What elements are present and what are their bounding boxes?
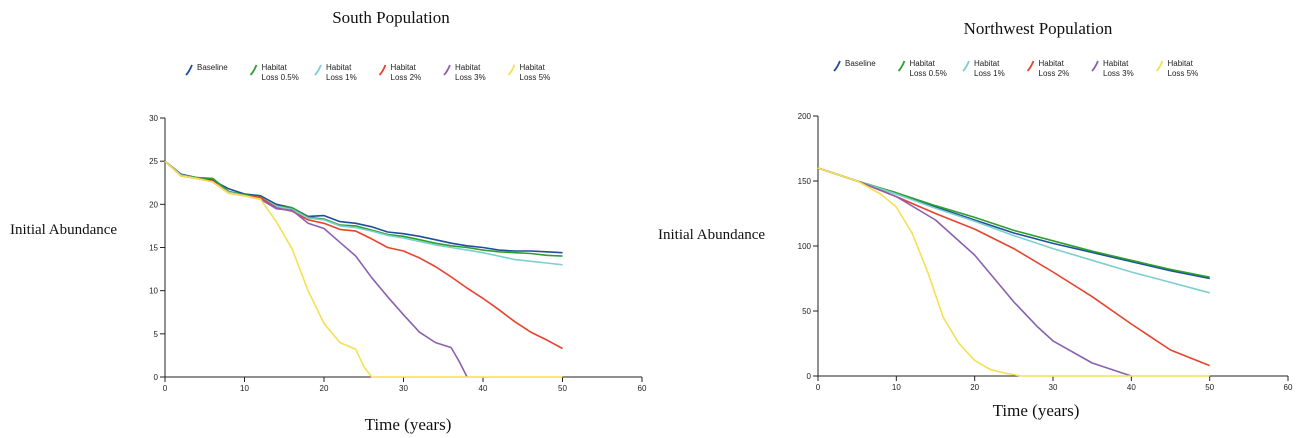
legend-label: Loss 2% (1039, 69, 1070, 78)
y-tick-label: 20 (149, 200, 158, 209)
legend-swatch (314, 64, 322, 76)
series-line-4 (164, 160, 563, 350)
y-axis-label: Initial Abundance (10, 222, 117, 238)
x-tick-label: 40 (1127, 383, 1136, 392)
x-tick-label: 60 (638, 384, 647, 393)
legend-swatch (185, 64, 193, 76)
y-axis-label: Initial Abundance (658, 227, 765, 243)
legend-swatch (378, 64, 387, 76)
legend-swatch (507, 64, 516, 76)
legend-swatch (897, 60, 906, 72)
x-axis-label: Time (years) (993, 401, 1080, 420)
legend-label: Habitat (1168, 59, 1194, 68)
series-line-5 (164, 160, 468, 378)
legend-label: Habitat (910, 59, 936, 68)
y-tick-label: 0 (807, 372, 812, 381)
y-tick-label: 100 (798, 242, 812, 251)
chart-panel-1: South Population Initial Abundance Time (y… (10, 8, 647, 434)
legend-label: Loss 3% (1103, 69, 1134, 78)
y-tick-label: 200 (798, 112, 812, 121)
x-tick-label: 0 (163, 384, 168, 393)
legend-label: Habitat (1103, 59, 1129, 68)
y-tick-label: 15 (149, 244, 158, 253)
legend-label: Loss 0.5% (910, 69, 947, 78)
legend-label: Habitat (391, 63, 417, 72)
x-tick-label: 10 (240, 384, 249, 393)
legend-label: Loss 1% (974, 69, 1005, 78)
x-tick-label: 60 (1284, 383, 1293, 392)
series-line-1 (164, 160, 563, 254)
series-line-3 (817, 167, 1210, 294)
x-tick-label: 20 (970, 383, 979, 392)
legend-label: Loss 0.5% (262, 73, 299, 82)
chart-panel-2: Northwest Population Initial Abundance Tim… (658, 19, 1293, 420)
series-line-1 (817, 167, 1210, 280)
x-axis-label: Time (years) (365, 415, 452, 434)
legend-swatch (1155, 60, 1164, 72)
series-line-2 (817, 167, 1210, 278)
x-tick-label: 50 (558, 384, 567, 393)
chart-title: Northwest Population (964, 19, 1113, 38)
legend-label: Baseline (197, 63, 228, 72)
legend-swatch (1026, 60, 1035, 72)
legend-label: Habitat (326, 63, 352, 72)
x-tick-label: 30 (399, 384, 408, 393)
y-tick-label: 30 (149, 114, 158, 123)
chart-title: South Population (332, 8, 450, 27)
legend-label: Habitat (520, 63, 546, 72)
legend-swatch (833, 60, 841, 72)
legend-label: Loss 5% (1168, 69, 1199, 78)
series-line-6 (164, 160, 563, 378)
legend-swatch (962, 60, 970, 72)
legend-label: Loss 3% (455, 73, 486, 82)
x-tick-label: 20 (320, 384, 329, 393)
y-tick-label: 50 (802, 307, 811, 316)
legend-swatch (443, 64, 451, 76)
series-line-3 (164, 160, 563, 266)
series-line-2 (164, 160, 563, 257)
series-line-5 (817, 167, 1132, 377)
y-tick-label: 150 (798, 177, 812, 186)
series-line-6 (817, 167, 1210, 377)
legend-label: Loss 5% (520, 73, 551, 82)
x-tick-label: 10 (892, 383, 901, 392)
legend-label: Habitat (1039, 59, 1065, 68)
legend-label: Baseline (845, 59, 876, 68)
y-tick-label: 25 (149, 157, 158, 166)
legend-label: Habitat (262, 63, 288, 72)
legend-label: Loss 2% (391, 73, 422, 82)
y-tick-label: 0 (154, 373, 159, 382)
x-tick-label: 50 (1205, 383, 1214, 392)
legend-label: Loss 1% (326, 73, 357, 82)
legend-swatch (1091, 60, 1099, 72)
x-tick-label: 30 (1049, 383, 1058, 392)
x-tick-label: 0 (816, 383, 821, 392)
legend-label: Habitat (974, 59, 1000, 68)
legend-swatch (249, 64, 258, 76)
y-tick-label: 10 (149, 287, 158, 296)
x-tick-label: 40 (479, 384, 488, 393)
y-tick-label: 5 (154, 330, 159, 339)
legend-label: Habitat (455, 63, 481, 72)
